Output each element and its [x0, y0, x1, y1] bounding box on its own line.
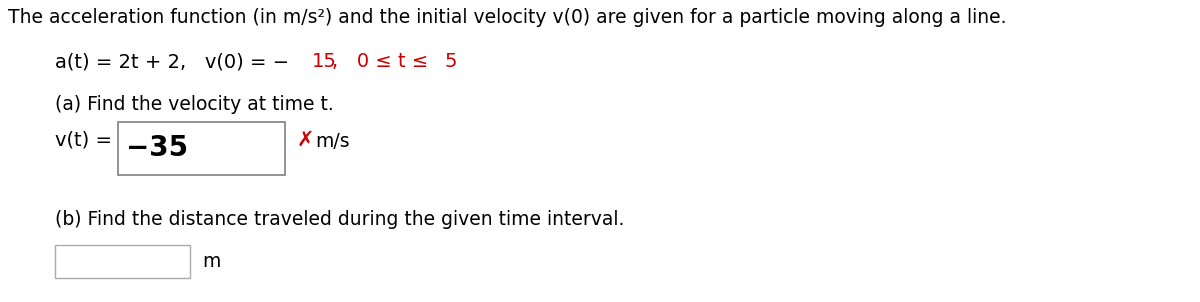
Text: m/s: m/s [314, 132, 349, 151]
Text: v(t) =: v(t) = [55, 130, 112, 149]
Text: −35: −35 [126, 134, 188, 162]
Text: m: m [202, 252, 221, 271]
Text: 5: 5 [444, 52, 456, 71]
Text: a(t) = 2t + 2,   v(0) = −: a(t) = 2t + 2, v(0) = − [55, 52, 289, 71]
Text: ,   0 ≤ t ≤: , 0 ≤ t ≤ [332, 52, 434, 71]
Text: (b) Find the distance traveled during the given time interval.: (b) Find the distance traveled during th… [55, 210, 624, 229]
Text: (a) Find the velocity at time t.: (a) Find the velocity at time t. [55, 95, 334, 114]
Text: 15: 15 [312, 52, 337, 71]
Text: The acceleration function (in m/s²) and the initial velocity v(0) are given for : The acceleration function (in m/s²) and … [8, 8, 1007, 27]
Text: ✗: ✗ [298, 130, 314, 150]
Bar [55, 245, 190, 278]
Bar [118, 122, 286, 175]
